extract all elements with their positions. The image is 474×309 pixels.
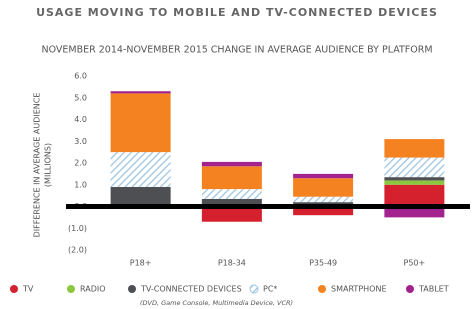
legend-swatch xyxy=(249,284,259,294)
legend-label: TABLET xyxy=(418,285,449,294)
legend-swatch xyxy=(406,285,414,293)
bar-segment xyxy=(201,166,262,190)
bar-segment xyxy=(384,180,445,185)
bar-segment xyxy=(110,186,171,205)
bar-segment xyxy=(384,206,445,218)
x-tick-label: P35-49 xyxy=(309,259,337,268)
bar-segment xyxy=(384,184,445,207)
legend-label: TV xyxy=(22,285,34,294)
legend-label: PC* xyxy=(263,285,277,294)
y-tick-label: 4.0 xyxy=(74,115,87,124)
x-tick-label: P18+ xyxy=(130,259,152,268)
legend-swatch xyxy=(10,285,18,293)
bar-segment xyxy=(201,161,262,167)
y-tick-label: 3.0 xyxy=(74,137,87,146)
chart-subtitle: NOVEMBER 2014-NOVEMBER 2015 CHANGE IN AV… xyxy=(41,45,432,56)
bar-segment xyxy=(201,189,262,199)
bar-segment xyxy=(293,202,354,206)
bar-segment xyxy=(293,196,354,203)
y-tick-label: 2.0 xyxy=(74,159,87,168)
x-tick-label: P18-34 xyxy=(218,259,246,268)
bar-segment xyxy=(293,173,354,179)
legend-note: (DVD, Game Console, Multimedia Device, V… xyxy=(140,299,293,307)
bar-segment xyxy=(293,206,354,216)
y-tick-label: 6.0 xyxy=(74,72,87,81)
bar-segment xyxy=(201,206,262,222)
legend-label: SMARTPHONE xyxy=(331,285,387,294)
bar-segment xyxy=(384,177,445,181)
bar-segment xyxy=(110,93,171,153)
chart-title: USAGE MOVING TO MOBILE AND TV-CONNECTED … xyxy=(36,6,438,19)
bar-segment xyxy=(201,198,262,206)
bar-segment xyxy=(384,157,445,178)
legend-label: RADIO xyxy=(80,285,106,294)
y-tick-label: (1.0) xyxy=(68,224,87,233)
y-axis-label: (MILLIONS) xyxy=(44,143,53,187)
legend-swatch xyxy=(318,285,326,293)
legend-label: TV-CONNECTED DEVICES xyxy=(140,285,242,294)
bar-segment xyxy=(293,178,354,197)
bar-segment xyxy=(384,139,445,158)
legend-swatch xyxy=(128,285,136,293)
y-tick-label: 5.0 xyxy=(74,93,87,102)
y-tick-label: 1.0 xyxy=(74,180,87,189)
y-tick-label: (2.0) xyxy=(68,246,87,255)
legend-swatch xyxy=(67,285,75,293)
x-tick-label: P50+ xyxy=(404,259,426,268)
bar-segment xyxy=(110,152,171,187)
y-axis-label: DIFFERENCE IN AVERAGE AUDIENCE xyxy=(33,93,42,238)
bar-segment xyxy=(110,91,171,94)
